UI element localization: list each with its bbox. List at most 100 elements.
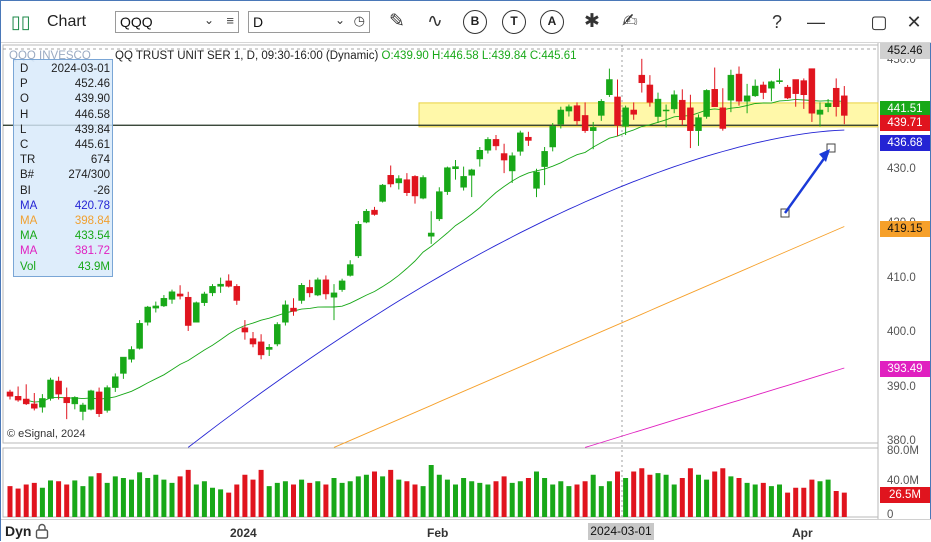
candle-body[interactable]: [768, 81, 775, 89]
candle-body[interactable]: [419, 177, 427, 199]
candle-body[interactable]: [120, 356, 127, 374]
candle-body[interactable]: [460, 176, 467, 188]
candle-body[interactable]: [517, 132, 524, 152]
candle-body[interactable]: [662, 109, 670, 112]
candle-body[interactable]: [136, 323, 143, 349]
candle-body[interactable]: [241, 327, 249, 333]
candle-body[interactable]: [760, 84, 767, 93]
symbol-input[interactable]: QQQ: [120, 14, 153, 30]
b-circle-icon[interactable]: B: [463, 10, 487, 34]
help-button[interactable]: ?: [771, 12, 782, 32]
lock-icon[interactable]: [35, 523, 49, 539]
candle-body[interactable]: [492, 139, 500, 147]
chevron-down-icon[interactable]: ⌄: [334, 13, 345, 27]
candle-body[interactable]: [727, 74, 735, 101]
candle-body[interactable]: [355, 224, 362, 257]
candle-body[interactable]: [703, 90, 710, 117]
price-chart[interactable]: [1, 43, 930, 519]
candle-body[interactable]: [808, 68, 816, 114]
candle-body[interactable]: [743, 95, 751, 102]
candle-body[interactable]: [541, 151, 548, 167]
candle-body[interactable]: [282, 304, 289, 323]
candle-body[interactable]: [47, 379, 54, 399]
candle-body[interactable]: [103, 387, 111, 411]
candle-body[interactable]: [557, 109, 565, 125]
study-wave-icon[interactable]: ∿: [427, 11, 443, 32]
annotation-arrow[interactable]: [784, 152, 829, 214]
candle-body[interactable]: [39, 398, 46, 408]
a-circle-icon[interactable]: A: [540, 10, 564, 34]
candle-body[interactable]: [346, 264, 354, 276]
candle-body[interactable]: [87, 390, 95, 410]
candle-body[interactable]: [31, 403, 38, 409]
arrow-handle-end[interactable]: [826, 143, 836, 153]
candle-body[interactable]: [314, 279, 322, 296]
candle-body[interactable]: [249, 338, 257, 345]
chevron-down-icon[interactable]: ⌄: [203, 13, 214, 27]
candle-body[interactable]: [589, 127, 597, 131]
candle-body[interactable]: [403, 179, 411, 193]
candle-body[interactable]: [581, 115, 589, 131]
candle-body[interactable]: [363, 210, 370, 223]
candle-body[interactable]: [670, 94, 678, 110]
candle-body[interactable]: [630, 109, 637, 115]
close-button[interactable]: ✕: [906, 12, 922, 32]
candle-body[interactable]: [784, 86, 791, 99]
candle-body[interactable]: [371, 209, 378, 215]
candle-body[interactable]: [452, 166, 459, 170]
candle-body[interactable]: [201, 293, 208, 303]
resistance-zone[interactable]: [418, 102, 879, 128]
candle-body[interactable]: [468, 169, 475, 176]
candle-body[interactable]: [824, 103, 832, 107]
candle-body[interactable]: [436, 191, 443, 220]
candle-body[interactable]: [638, 74, 646, 84]
list-icon[interactable]: ≡: [226, 13, 234, 28]
symbol-combo[interactable]: QQQ ⌄ ≡: [115, 11, 239, 33]
minimize-button[interactable]: —: [807, 12, 825, 32]
candle-body[interactable]: [379, 184, 386, 202]
candle-body[interactable]: [193, 302, 200, 323]
t-circle-icon[interactable]: T: [502, 10, 526, 34]
candle-body[interactable]: [598, 101, 605, 116]
candle-body[interactable]: [565, 106, 573, 112]
candle-body[interactable]: [411, 176, 419, 197]
candle-body[interactable]: [841, 95, 848, 116]
candle-body[interactable]: [719, 107, 727, 129]
candle-body[interactable]: [112, 376, 119, 388]
candle-body[interactable]: [679, 99, 686, 121]
candle-body[interactable]: [776, 80, 783, 82]
candle-body[interactable]: [71, 397, 79, 405]
draw-pen-icon[interactable]: ✎: [389, 11, 405, 32]
candle-body[interactable]: [816, 109, 824, 115]
candle-body[interactable]: [622, 107, 629, 127]
candle-body[interactable]: [573, 105, 581, 122]
candle-body[interactable]: [751, 85, 759, 97]
candle-body[interactable]: [274, 324, 281, 345]
candle-body[interactable]: [225, 280, 232, 287]
candle-body[interactable]: [427, 232, 435, 237]
candle-body[interactable]: [338, 280, 346, 290]
candle-body[interactable]: [832, 87, 840, 107]
candle-body[interactable]: [257, 341, 265, 356]
edit-note-icon[interactable]: ✍: [622, 11, 638, 32]
candle-body[interactable]: [330, 292, 338, 298]
candle-body[interactable]: [168, 291, 176, 300]
candle-body[interactable]: [290, 307, 297, 312]
candle-body[interactable]: [144, 306, 151, 323]
candle-body[interactable]: [322, 279, 330, 295]
dyn-label[interactable]: Dyn: [5, 523, 32, 539]
interval-input[interactable]: D: [253, 14, 264, 30]
candle-body[interactable]: [387, 175, 394, 185]
candle-body[interactable]: [646, 84, 654, 103]
candle-body[interactable]: [500, 153, 508, 161]
candle-body[interactable]: [606, 79, 613, 95]
candle-body[interactable]: [695, 117, 702, 131]
candle-body[interactable]: [152, 305, 160, 309]
candle-body[interactable]: [792, 79, 799, 94]
candle-body[interactable]: [711, 89, 718, 107]
interval-combo[interactable]: D ⌄ ◷: [248, 11, 370, 33]
tools-icon[interactable]: ✱: [584, 11, 600, 32]
candle-body[interactable]: [233, 286, 241, 301]
clock-icon[interactable]: ◷: [353, 13, 365, 28]
candle-body[interactable]: [79, 404, 87, 412]
